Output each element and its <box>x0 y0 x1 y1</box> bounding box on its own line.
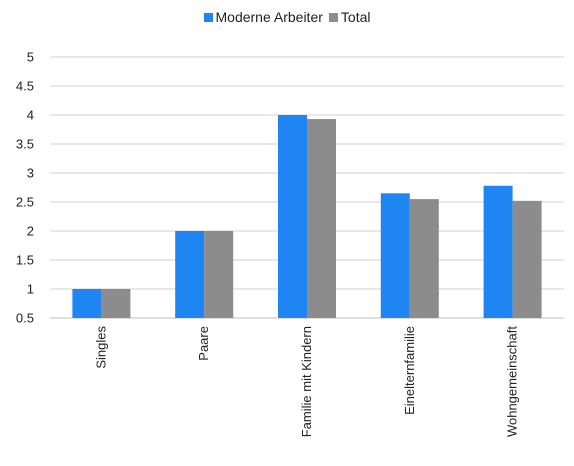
x-tick-label: Paare <box>196 326 211 361</box>
bar-moderne-arbeiter-1 <box>175 231 205 318</box>
y-tick-label: 3 <box>27 166 34 181</box>
y-tick-label: 1.5 <box>16 253 34 268</box>
y-axis-ticks: 0.5 1 1.5 2 2.5 3 3.5 4 4.5 5 <box>16 50 34 326</box>
y-tick-label: 2 <box>27 224 34 239</box>
y-tick-label: 1 <box>27 282 34 297</box>
bar-moderne-arbeiter-0 <box>72 289 102 318</box>
legend-label-total: Total <box>340 9 371 25</box>
y-tick-label: 5 <box>27 50 34 65</box>
x-tick-label: Familie mit Kindern <box>299 326 314 437</box>
x-tick-label: Einelternfamilie <box>402 326 417 415</box>
bar-moderne-arbeiter-3 <box>380 193 410 318</box>
x-tick-label: Wohngemeinschaft <box>505 326 520 437</box>
y-tick-label: 2.5 <box>16 195 34 210</box>
bar-moderne-arbeiter-2 <box>278 115 307 318</box>
bar-total-1 <box>204 231 234 318</box>
bars <box>72 115 542 318</box>
legend-item-moderne-arbeiter: Moderne Arbeiter <box>203 9 323 25</box>
y-tick-label: 4 <box>27 108 34 123</box>
legend-swatch-moderne-arbeiter <box>203 12 213 22</box>
y-tick-label: 0.5 <box>16 311 34 326</box>
legend-item-total: Total <box>328 9 371 25</box>
y-tick-label: 4.5 <box>16 79 34 94</box>
x-tick-label: Singles <box>93 326 108 369</box>
legend: Moderne Arbeiter Total <box>0 9 574 25</box>
x-axis-labels: Singles Paare Familie mit Kindern Eineltern… <box>93 326 519 438</box>
bar-moderne-arbeiter-4 <box>483 185 513 318</box>
bar-total-3 <box>409 199 439 318</box>
legend-label-moderne-arbeiter: Moderne Arbeiter <box>215 9 323 25</box>
bar-total-4 <box>512 200 542 318</box>
bar-total-2 <box>307 119 336 318</box>
legend-swatch-total <box>328 12 338 22</box>
y-tick-label: 3.5 <box>16 137 34 152</box>
bar-total-0 <box>101 289 131 318</box>
